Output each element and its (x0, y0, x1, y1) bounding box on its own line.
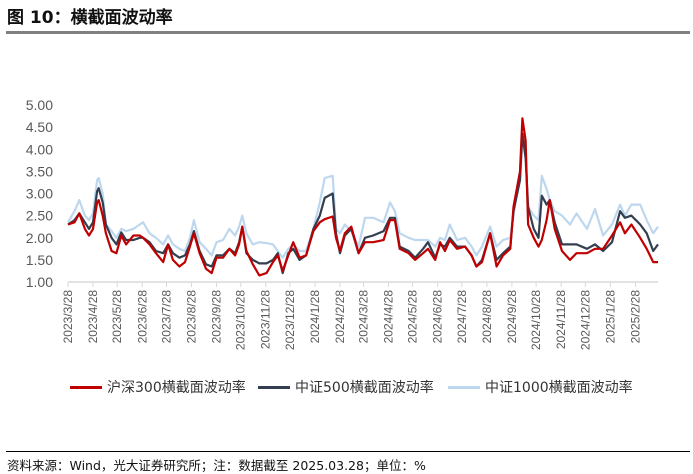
footer-divider (6, 451, 690, 452)
series-line-csi500 (67, 132, 659, 275)
y-tick-label: 3.00 (26, 186, 53, 202)
x-tick-label: 2023/11/28 (259, 290, 273, 349)
y-tick-label: 2.50 (26, 208, 53, 224)
x-tick-label: 2025/1/28 (603, 290, 617, 344)
x-tick-label: 2023/12/28 (283, 290, 297, 350)
legend-item-csi1000: 中证1000横截面波动率 (448, 377, 633, 397)
x-tick-label: 2024/1/28 (308, 290, 322, 344)
title-divider (6, 31, 690, 34)
x-tick-label: 2024/11/28 (554, 290, 568, 349)
legend-label: 沪深300横截面波动率 (107, 380, 246, 396)
x-tick-label: 2023/5/28 (110, 290, 124, 344)
x-tick-label: 2024/3/28 (356, 290, 370, 344)
x-tick-label: 2024/6/28 (431, 290, 445, 344)
series-line-csi300 (67, 117, 658, 277)
x-tick-label: 2023/10/28 (234, 290, 248, 350)
series-line-csi1000 (67, 132, 659, 259)
x-tick-label: 2024/12/28 (578, 290, 592, 350)
x-tick-label: 2023/9/28 (210, 290, 224, 344)
x-tick-label: 2023/4/28 (86, 290, 100, 344)
x-tick-label: 2024/2/28 (333, 290, 347, 344)
x-tick-label: 2024/10/28 (529, 290, 543, 350)
x-tick-label: 2023/7/28 (159, 290, 173, 344)
legend-swatch (448, 385, 480, 389)
y-tick-label: 1.00 (26, 274, 53, 290)
y-tick-label: 5.00 (26, 97, 53, 113)
y-tick-label: 4.50 (26, 119, 53, 135)
legend-label: 中证500横截面波动率 (295, 380, 434, 396)
y-tick-label: 3.50 (26, 163, 53, 179)
legend-item-csi300: 沪深300横截面波动率 (70, 377, 246, 397)
x-tick-label: 2024/9/28 (505, 290, 519, 344)
y-tick-label: 1.50 (26, 252, 53, 268)
x-tick-label: 2024/5/28 (406, 290, 420, 344)
x-tick-label: 2024/7/28 (455, 290, 469, 344)
legend-item-csi500: 中证500横截面波动率 (258, 377, 434, 397)
legend: 沪深300横截面波动率 中证500横截面波动率 中证1000横截面波动率 (0, 377, 693, 397)
x-tick-label: 2023/6/28 (135, 290, 149, 344)
source-note: 资料来源：Wind，光大证券研究所；注：数据截至 2025.03.28；单位：% (7, 458, 426, 473)
x-tick-label: 2024/8/28 (480, 290, 494, 344)
y-tick-label: 4.00 (26, 141, 53, 157)
x-tick-label: 2023/8/28 (184, 290, 198, 344)
legend-swatch (258, 385, 290, 389)
x-tick-label: 2025/2/28 (628, 290, 642, 344)
x-tick-label: 2024/4/28 (381, 290, 395, 344)
legend-label: 中证1000横截面波动率 (485, 380, 633, 396)
x-tick-label: 2023/3/28 (61, 290, 75, 344)
y-tick-label: 2.00 (26, 230, 53, 246)
legend-swatch (70, 385, 102, 389)
figure-title: 图 10：横截面波动率 (7, 8, 173, 28)
